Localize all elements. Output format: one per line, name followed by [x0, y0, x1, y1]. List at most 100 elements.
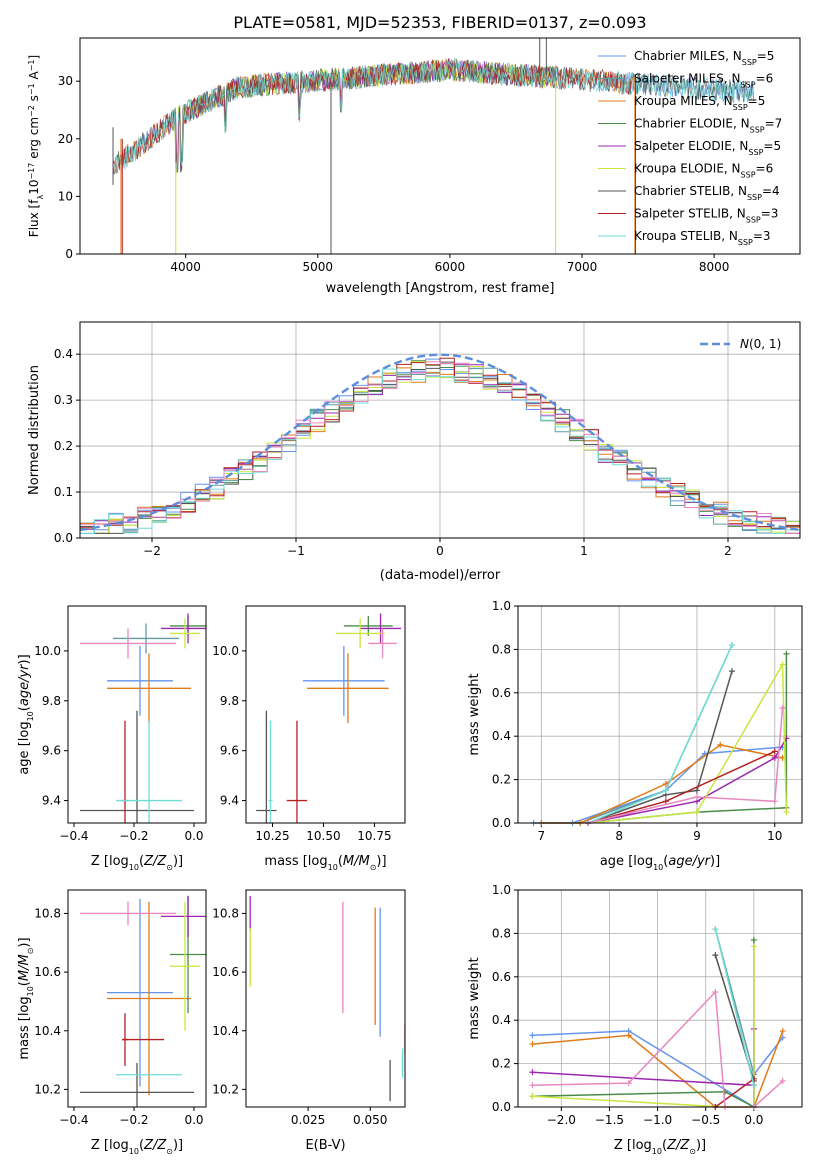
- mass-vs-EBV-panel: 0.025 0.050 10.2 10.4 10.6 10.8 E(B-V): [212, 889, 406, 1153]
- error-bar-point: [256, 710, 277, 823]
- weight-marker: [728, 642, 735, 649]
- error-bar-point: [343, 615, 393, 636]
- error-bar-point: [80, 901, 176, 926]
- weight-marker: [783, 650, 790, 657]
- spectrum-legend: Chabrier MILES, NSSP=5 Salpeter MILES, NS…: [598, 49, 782, 247]
- y-tick-label: 0.2: [54, 439, 73, 453]
- error-bar-point: [80, 628, 176, 659]
- x-tick-label: −1.0: [643, 1113, 672, 1127]
- y-tick-label: 0.0: [492, 816, 511, 830]
- y-tick-label: 9.4: [42, 794, 61, 808]
- error-bar-point: [113, 623, 179, 654]
- weight-line: [533, 746, 783, 824]
- x-axis-label: age [log10(age/yr)]: [600, 854, 720, 872]
- axes-frame: [517, 605, 803, 824]
- weight-vs-age-panel: 7 8 9 10 0.0 0.2 0.4 0.6 0.8 1.0 age [log10(age/yr…: [467, 599, 803, 872]
- x-tick-label: 0.025: [291, 1113, 325, 1127]
- error-bar-point: [107, 901, 191, 1096]
- legend-entry: Chabrier STELIB, NSSP=4: [634, 184, 780, 202]
- weight-marker: [771, 798, 778, 805]
- weight-marker: [717, 741, 724, 748]
- y-tick-label: 10.6: [34, 965, 61, 979]
- x-tick-label: −0.5: [691, 1113, 720, 1127]
- weight-line: [541, 644, 733, 824]
- x-tick-label: 7: [538, 829, 546, 843]
- legend-entry: Chabrier MILES, NSSP=5: [634, 49, 774, 67]
- y-tick-label: 1.0: [492, 883, 511, 897]
- x-tick-label: −2: [143, 544, 161, 558]
- axes-frame: [79, 37, 801, 255]
- weight-vs-Z-panel: −2.0 −1.5 −1.0 −0.5 0.0 0.0 0.2 0.4 0.6 0.8 1.0 Z […: [467, 883, 803, 1156]
- weight-line: [587, 670, 733, 824]
- y-tick-label: 9.8: [42, 694, 61, 708]
- x-tick-label: 2: [724, 544, 732, 558]
- y-tick-label: 0.2: [492, 1057, 511, 1071]
- y-tick-label: 10.2: [212, 1082, 239, 1096]
- age-vs-mass-points: [256, 613, 401, 823]
- weight-marker: [625, 1032, 632, 1039]
- x-tick-label: 5000: [303, 260, 334, 274]
- weight-marker: [529, 1093, 536, 1100]
- legend-entry: N(0, 1): [740, 337, 781, 351]
- error-bar-point: [268, 720, 273, 823]
- spectrum-lines: [112, 38, 755, 254]
- x-tick-label: −1.5: [595, 1113, 624, 1127]
- y-tick-label: 10.6: [212, 965, 239, 979]
- legend-entry: Chabrier ELODIE, NSSP=7: [634, 117, 782, 135]
- weight-marker: [529, 1082, 536, 1089]
- y-tick-label: 20: [58, 132, 73, 146]
- weight-vs-age-lines: [530, 642, 790, 826]
- y-tick-label: 0.3: [54, 393, 73, 407]
- x-tick-label: 10: [767, 829, 782, 843]
- weight-marker: [728, 668, 735, 675]
- y-tick-label: 0.0: [492, 1100, 511, 1114]
- weight-line: [541, 744, 783, 824]
- weight-line: [714, 928, 755, 1086]
- weight-line: [587, 653, 788, 824]
- error-bar-point: [107, 653, 191, 724]
- y-tick-label: 0.2: [492, 773, 511, 787]
- x-axis-label: wavelength [Angstrom, rest frame]: [326, 281, 555, 296]
- weight-line: [532, 990, 784, 1108]
- axes-frame: [67, 889, 207, 1108]
- error-bar-point: [170, 618, 200, 649]
- y-tick-label: 0.8: [492, 926, 511, 940]
- weight-marker: [783, 809, 790, 816]
- y-tick-label: 10.0: [212, 644, 239, 658]
- legend-entry: Salpeter MILES, NSSP=6: [634, 72, 773, 90]
- y-tick-label: 9.8: [220, 694, 239, 708]
- x-axis-label: (data-model)/error: [380, 568, 501, 583]
- error-bar-point: [360, 613, 401, 644]
- weight-marker: [712, 926, 719, 933]
- y-tick-label: 9.6: [220, 744, 239, 758]
- y-tick-label: 0.1: [54, 485, 73, 499]
- error-bar-point: [286, 720, 308, 823]
- y-tick-label: 10: [58, 189, 73, 203]
- x-tick-label: 4000: [170, 260, 201, 274]
- weight-marker: [662, 780, 669, 787]
- x-tick-label: 10.75: [357, 829, 391, 843]
- x-axis-label: E(B-V): [305, 1138, 345, 1153]
- x-tick-label: 0.050: [353, 1113, 387, 1127]
- y-tick-label: 0.4: [492, 729, 511, 743]
- weight-marker: [779, 1077, 786, 1084]
- axes-frame: [245, 889, 406, 1108]
- x-tick-label: 6000: [435, 260, 466, 274]
- weight-marker: [529, 1069, 536, 1076]
- legend-entry: Salpeter ELODIE, NSSP=5: [634, 139, 781, 157]
- x-tick-label: 10.25: [255, 829, 289, 843]
- weight-marker: [750, 943, 757, 950]
- y-tick-label: 10.4: [34, 1024, 61, 1038]
- legend-entry: Kroupa MILES, NSSP=5: [634, 94, 765, 112]
- x-tick-label: 7000: [567, 260, 598, 274]
- y-tick-label: 9.6: [42, 744, 61, 758]
- axes-frame: [517, 889, 803, 1108]
- legend-entry: Kroupa STELIB, NSSP=3: [634, 229, 771, 247]
- y-axis-label: mass weight: [467, 957, 482, 1039]
- error-bar-point: [107, 898, 173, 1087]
- legend-entry: Salpeter STELIB, NSSP=3: [634, 207, 778, 225]
- axes-frame: [245, 605, 406, 824]
- mass-vs-Z-panel: −0.4 −0.2 0.0 10.2 10.4 10.6 10.8 Z [log10(Z/Z⊙…: [17, 889, 207, 1156]
- error-bar-point: [161, 613, 206, 644]
